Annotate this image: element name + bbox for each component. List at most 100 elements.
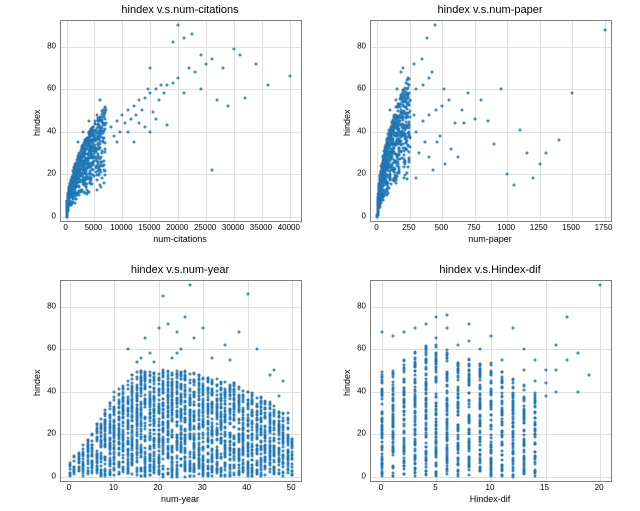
scatter-point [413, 378, 416, 381]
scatter-point [122, 411, 125, 414]
scatter-point [264, 424, 267, 427]
scatter-point [206, 446, 209, 449]
scatter-point [74, 178, 77, 181]
scatter-point [246, 449, 249, 452]
scatter-point [96, 156, 99, 159]
scatter-point [153, 408, 156, 411]
scatter-point [380, 441, 383, 444]
scatter-point [268, 431, 271, 434]
scatter-point [286, 459, 289, 462]
scatter-point [153, 457, 156, 460]
scatter-point [101, 160, 104, 163]
scatter-point [82, 130, 85, 133]
scatter-point [166, 401, 169, 404]
scatter-point [224, 435, 227, 438]
xtick-label: 35000 [250, 223, 272, 232]
scatter-point [260, 474, 263, 477]
scatter-point [228, 458, 231, 461]
scatter-point [424, 368, 427, 371]
scatter-point [153, 380, 156, 383]
scatter-point [413, 433, 416, 436]
scatter-point [166, 374, 169, 377]
scatter-point [558, 139, 561, 142]
scatter-point [153, 395, 156, 398]
scatter-point [126, 388, 129, 391]
scatter-point [242, 393, 245, 396]
scatter-point [131, 402, 134, 405]
scatter-point [117, 473, 120, 476]
scatter-point [228, 416, 231, 419]
scatter-point [399, 123, 402, 126]
gridline [234, 21, 235, 221]
scatter-point [197, 374, 200, 377]
scatter-point [393, 118, 396, 121]
scatter-point [215, 445, 218, 448]
xtick-label: 500 [435, 223, 448, 232]
scatter-point [138, 98, 141, 101]
scatter-point [138, 122, 141, 125]
scatter-point [413, 428, 416, 431]
scatter-point [166, 423, 169, 426]
scatter-point [148, 474, 151, 477]
scatter-point [391, 405, 394, 408]
scatter-point [113, 451, 116, 454]
scatter-point [135, 418, 138, 421]
scatter-point [277, 415, 280, 418]
scatter-point [193, 418, 196, 421]
scatter-point [206, 441, 209, 444]
scatter-point [211, 433, 214, 436]
scatter-point [255, 447, 258, 450]
scatter-point [124, 122, 127, 125]
scatter-point [403, 160, 406, 163]
scatter-point [376, 210, 379, 213]
scatter-point [392, 168, 395, 171]
scatter-point [91, 450, 94, 453]
scatter-point [154, 88, 157, 91]
scatter-point [193, 373, 196, 376]
xtick-label: 50 [287, 483, 296, 492]
scatter-point [268, 402, 271, 405]
scatter-point [384, 160, 387, 163]
scatter-point [188, 378, 191, 381]
scatter-point [146, 88, 149, 91]
gridline [262, 21, 263, 221]
scatter-point [154, 117, 157, 120]
scatter-point [380, 472, 383, 475]
scatter-point [175, 449, 178, 452]
scatter-point [108, 414, 111, 417]
scatter-point [413, 444, 416, 447]
scatter-point [393, 132, 396, 135]
scatter-point [113, 458, 116, 461]
scatter-point [96, 113, 99, 116]
scatter-point [180, 424, 183, 427]
scatter-point [73, 472, 76, 475]
scatter-point [100, 417, 103, 420]
scatter-point [273, 432, 276, 435]
scatter-point [95, 465, 98, 468]
scatter-point [415, 88, 418, 91]
scatter-point [432, 168, 435, 171]
scatter-point [237, 422, 240, 425]
scatter-point [131, 453, 134, 456]
scatter-point [436, 141, 439, 144]
scatter-point [104, 414, 107, 417]
scatter-point [104, 427, 107, 430]
scatter-point [233, 47, 236, 50]
scatter-point [206, 427, 209, 430]
scatter-point [86, 450, 89, 453]
scatter-point [286, 434, 289, 437]
subplot-bottom-left: hindex v.s.num-year01020304050020406080n… [60, 280, 300, 480]
scatter-point [246, 425, 249, 428]
scatter-point [210, 168, 213, 171]
scatter-point [264, 460, 267, 463]
scatter-point [246, 390, 249, 393]
scatter-point [228, 391, 231, 394]
scatter-point [95, 423, 98, 426]
scatter-point [264, 436, 267, 439]
scatter-point [402, 367, 405, 370]
scatter-point [228, 386, 231, 389]
scatter-point [237, 331, 240, 334]
scatter-point [413, 366, 416, 369]
scatter-point [104, 109, 107, 112]
xtick-label: 40 [242, 483, 251, 492]
